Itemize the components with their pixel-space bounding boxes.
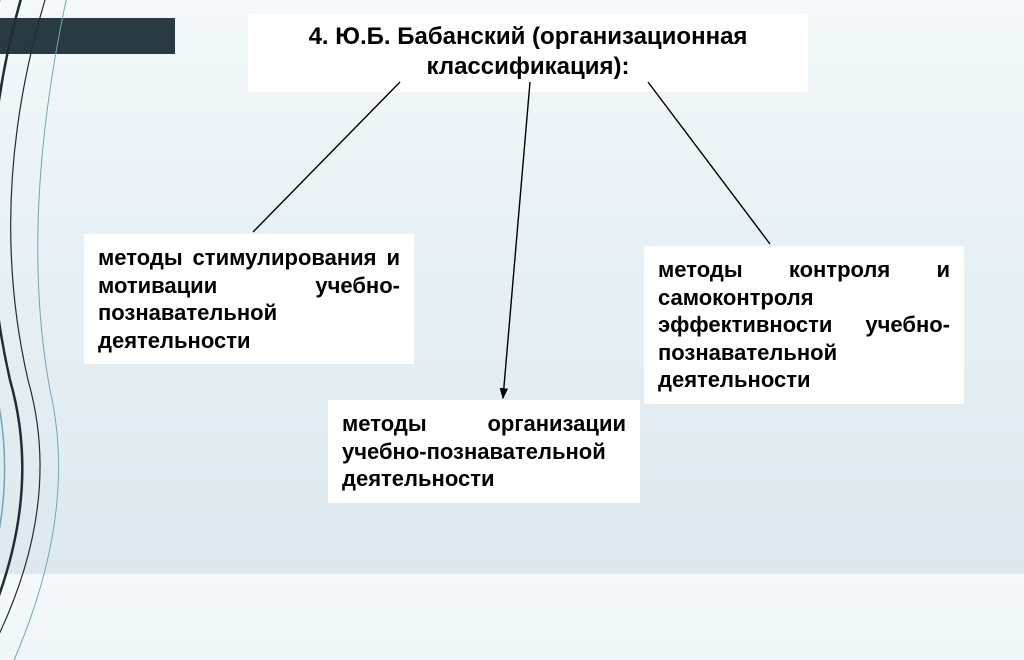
title-text: 4. Ю.Б. Бабанский (организационная класс… <box>262 22 794 82</box>
title-box: 4. Ю.Б. Бабанский (организационная класс… <box>248 14 808 92</box>
node-center-text: методы организации учебно-познавательной… <box>342 410 626 493</box>
node-center: методы организации учебно-познавательной… <box>328 400 640 503</box>
node-left-text: методы стимулирования и мотивации учебно… <box>98 244 400 354</box>
node-right-text: методы контроля и самоконтроля эффективн… <box>658 256 950 394</box>
node-right: методы контроля и самоконтроля эффективн… <box>644 246 964 404</box>
accent-bar <box>0 18 175 54</box>
node-left: методы стимулирования и мотивации учебно… <box>84 234 414 364</box>
